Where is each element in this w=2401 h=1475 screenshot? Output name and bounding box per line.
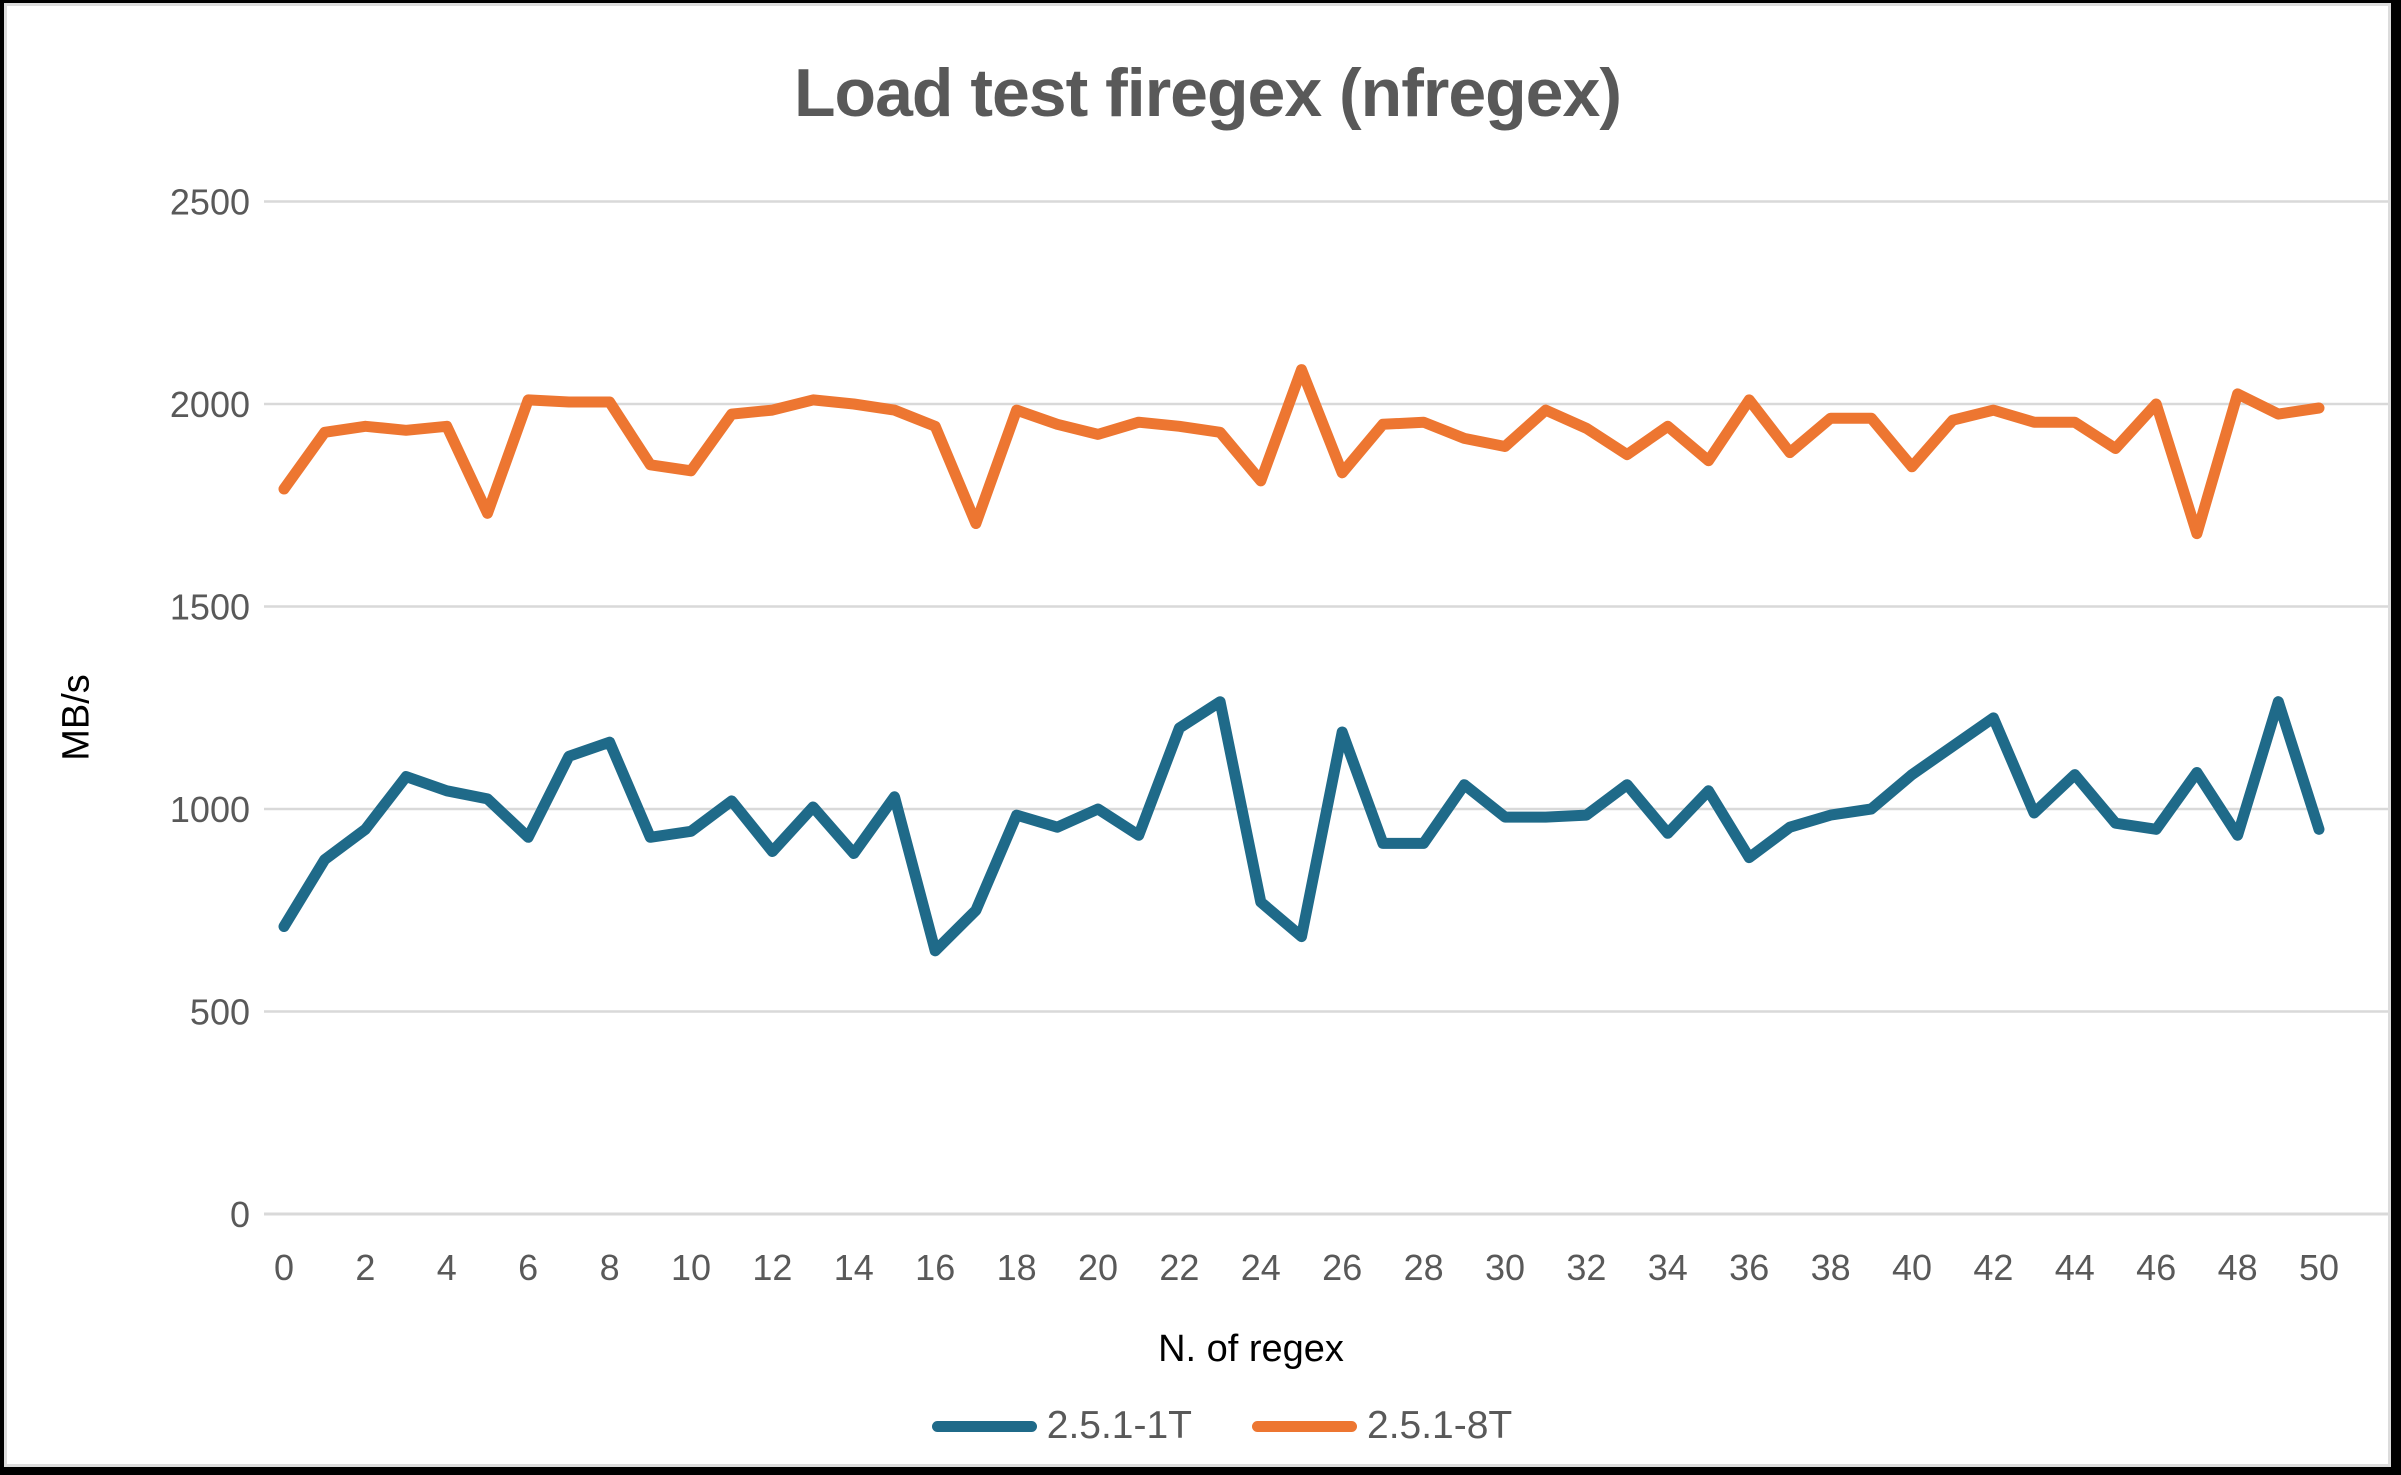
x-tick-34: 34: [1648, 1247, 1688, 1288]
x-tick-6: 6: [518, 1247, 538, 1288]
series-line-2.5.1-8T: [278, 364, 2325, 540]
x-tick-28: 28: [1404, 1247, 1444, 1288]
y-tick-2000: 2000: [170, 384, 250, 425]
x-tick-14: 14: [834, 1247, 874, 1288]
x-tick-2: 2: [355, 1247, 375, 1288]
x-tick-48: 48: [2218, 1247, 2258, 1288]
y-tick-1000: 1000: [170, 789, 250, 830]
legend-item-1t: 2.5.1-1T: [931, 1404, 1192, 1448]
legend-label-8t: 2.5.1-8T: [1367, 1404, 1513, 1447]
legend-item-8t: 2.5.1-8T: [1252, 1404, 1512, 1448]
chart-area: Load test firegex (nfregex) MB/s 0 500 100…: [4, 3, 2391, 1467]
legend-label-1t: 2.5.1-1T: [1046, 1404, 1192, 1447]
x-tick-22: 22: [1159, 1247, 1199, 1288]
x-tick-10: 10: [671, 1247, 711, 1288]
x-tick-44: 44: [2055, 1247, 2095, 1288]
x-tick-40: 40: [1892, 1247, 1932, 1288]
legend-swatch-1t: [931, 1420, 1037, 1432]
y-tick-0: 0: [230, 1194, 250, 1235]
x-tick-16: 16: [915, 1247, 955, 1288]
x-tick-26: 26: [1322, 1247, 1362, 1288]
x-axis-title: N. of regex: [1158, 1328, 1344, 1370]
series-lines: [278, 364, 2325, 957]
x-tick-20: 20: [1078, 1247, 1118, 1288]
x-tick-42: 42: [1973, 1247, 2013, 1288]
x-tick-8: 8: [600, 1247, 620, 1288]
legend-swatch-8t: [1252, 1420, 1357, 1432]
x-tick-38: 38: [1811, 1247, 1851, 1288]
chart-title: Load test firegex (nfregex): [794, 55, 1622, 131]
y-tick-1500: 1500: [170, 587, 250, 628]
x-tick-0: 0: [274, 1247, 294, 1288]
y-tick-2500: 2500: [170, 182, 250, 223]
gridlines: [264, 200, 2388, 1216]
y-tick-labels: 0 500 1000 1500 2000 2500: [170, 182, 250, 1236]
y-tick-500: 500: [190, 992, 250, 1033]
x-tick-50: 50: [2299, 1247, 2339, 1288]
x-tick-24: 24: [1241, 1247, 1281, 1288]
x-tick-4: 4: [437, 1247, 457, 1288]
series-line-2.5.1-1T: [278, 696, 2325, 957]
x-tick-18: 18: [997, 1247, 1037, 1288]
x-tick-46: 46: [2136, 1247, 2176, 1288]
x-tick-36: 36: [1729, 1247, 1769, 1288]
x-tick-12: 12: [752, 1247, 792, 1288]
legend: 2.5.1-1T 2.5.1-8T: [7, 1404, 2388, 1448]
x-tick-30: 30: [1485, 1247, 1525, 1288]
x-tick-labels: 0 2 4 6 8 10 12 14 16 18 20 22 24 26 28 30 32 34 36 38 40 42 4…: [274, 1247, 2339, 1288]
x-tick-32: 32: [1566, 1247, 1606, 1288]
